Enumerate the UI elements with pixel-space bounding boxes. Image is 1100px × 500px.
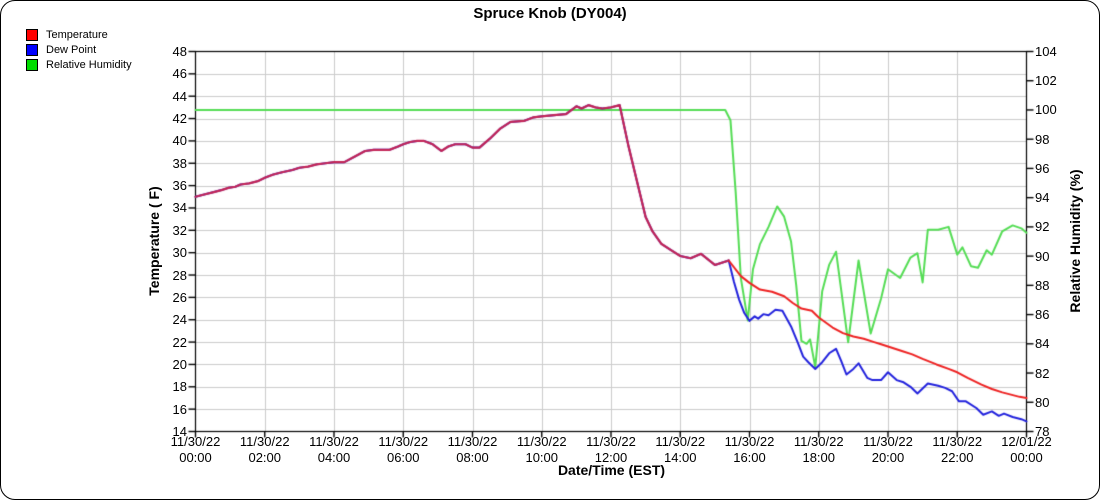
left-tick-label: 48	[172, 44, 187, 59]
x-tick-label: 11/30/22 00:00	[153, 434, 239, 466]
right-tick-label: 92	[1035, 219, 1050, 235]
right-tick-label: 82	[1035, 365, 1050, 381]
x-tick-label: 11/30/22 16:00	[707, 434, 793, 466]
chart-title: Spruce Knob (DY004)	[473, 5, 627, 22]
left-tick-label: 28	[172, 267, 187, 283]
x-tick-time: 22:00	[940, 450, 974, 465]
legend: Temperature Dew Point Relative Humidity	[26, 27, 132, 72]
right-tick-label: 98	[1035, 131, 1050, 147]
x-tick-time: 20:00	[871, 450, 905, 465]
right-tick-label: 90	[1035, 248, 1050, 264]
legend-swatch-icon	[26, 58, 38, 71]
right-tick-label: 94	[1035, 190, 1050, 206]
x-tick-time: 16:00	[733, 450, 766, 465]
x-tick-label: 11/30/22 06:00	[360, 434, 446, 466]
x-tick-label: 11/30/22 14:00	[637, 434, 723, 466]
x-tick-label: 11/30/22 12:00	[568, 434, 654, 466]
x-tick-label: 11/30/22 22:00	[914, 434, 1000, 466]
x-tick-date: 11/30/22	[724, 434, 775, 449]
x-tick-time: 12:00	[594, 450, 628, 465]
left-tick-label: 18	[172, 379, 187, 395]
x-tick-date: 11/30/22	[793, 434, 844, 449]
x-tick-date: 12/01/22	[1001, 434, 1052, 449]
left-tick-label: 26	[172, 289, 187, 305]
x-tick-label: 11/30/22 18:00	[776, 434, 862, 466]
right-tick-label: 80	[1035, 394, 1050, 410]
right-tick-label: 102	[1035, 73, 1057, 89]
left-tick-label: 44	[172, 88, 187, 104]
legend-item-label: Relative Humidity	[46, 58, 132, 71]
x-tick-time: 04:00	[317, 450, 351, 465]
left-tick-label: 30	[172, 245, 187, 261]
x-tick-date: 11/30/22	[170, 434, 221, 449]
x-tick-time: 14:00	[663, 450, 697, 465]
x-tick-label: 11/30/22 04:00	[291, 434, 377, 466]
x-tick-label: 11/30/22 02:00	[222, 434, 308, 466]
left-tick-label: 36	[172, 178, 187, 194]
legend-item: Dew Point	[26, 42, 132, 57]
left-tick-label: 14	[172, 424, 187, 439]
left-tick-label: 38	[172, 155, 187, 171]
left-tick-label: 40	[172, 133, 187, 149]
left-tick-label: 32	[172, 222, 187, 238]
x-tick-time: 08:00	[456, 450, 489, 465]
left-tick-label: 22	[172, 334, 187, 350]
x-tick-time: 00:00	[1010, 450, 1043, 465]
legend-item-label: Temperature	[46, 28, 108, 41]
right-tick-label: 96	[1035, 160, 1050, 176]
legend-item: Temperature	[26, 27, 132, 42]
right-tick-label: 78	[1035, 424, 1050, 439]
left-tick-label: 42	[172, 111, 187, 127]
x-tick-date: 11/30/22	[863, 434, 913, 449]
right-tick-label: 86	[1035, 307, 1050, 323]
x-tick-time: 18:00	[802, 450, 836, 465]
x-tick-time: 10:00	[525, 450, 559, 465]
x-tick-date: 11/30/22	[516, 434, 567, 449]
left-tick-label: 46	[172, 66, 187, 82]
x-tick-date: 11/30/22	[378, 434, 429, 449]
left-tick-label: 24	[172, 312, 187, 328]
x-tick-time: 02:00	[248, 450, 282, 465]
x-tick-date: 11/30/22	[447, 434, 498, 449]
x-tick-label: 11/30/22 20:00	[845, 434, 931, 466]
x-tick-date: 11/30/22	[239, 434, 290, 449]
right-tick-label: 84	[1035, 336, 1050, 352]
left-tick-label: 20	[172, 356, 187, 372]
x-tick-date: 11/30/22	[932, 434, 983, 449]
x-tick-label: 11/30/22 08:00	[430, 434, 516, 466]
x-tick-label: 12/01/22 00:00	[984, 434, 1070, 466]
x-tick-date: 11/30/22	[655, 434, 706, 449]
left-tick-label: 16	[172, 401, 187, 417]
x-tick-label: 11/30/22 10:00	[499, 434, 585, 466]
x-axis-title: Date/Time (EST)	[557, 462, 666, 478]
legend-swatch-icon	[26, 28, 38, 41]
x-tick-time: 06:00	[386, 450, 420, 465]
legend-swatch-icon	[26, 43, 38, 56]
right-tick-label: 104	[1035, 44, 1057, 59]
x-tick-date: 11/30/22	[309, 434, 359, 449]
right-tick-label: 100	[1035, 102, 1057, 118]
legend-item-label: Dew Point	[46, 43, 97, 56]
x-tick-time: 00:00	[179, 450, 212, 465]
x-tick-date: 11/30/22	[586, 434, 636, 449]
right-tick-label: 88	[1035, 277, 1050, 293]
left-tick-label: 34	[172, 200, 187, 216]
legend-item: Relative Humidity	[26, 57, 132, 72]
